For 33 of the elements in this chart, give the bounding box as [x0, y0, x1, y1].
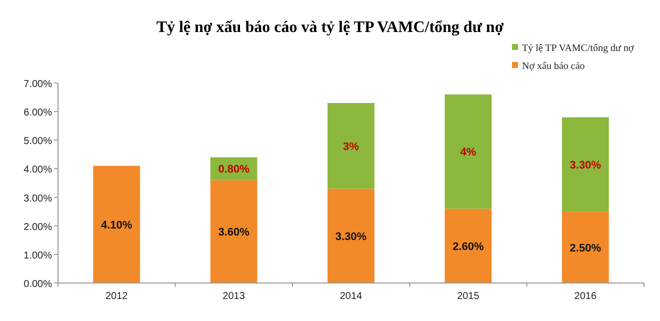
x-tick-label: 2012 — [105, 291, 128, 302]
y-tick-label: 0.00% — [24, 279, 52, 290]
bar — [562, 212, 609, 283]
data-label: 2.50% — [570, 242, 602, 254]
legend-label: Tỷ lệ TP VAMC/tổng dư nợ — [522, 43, 634, 54]
bar — [210, 180, 258, 283]
data-label: 0.80% — [218, 164, 250, 176]
y-tick-label: 5.00% — [24, 136, 52, 148]
x-tick-label: 2016 — [574, 291, 597, 302]
data-label: 4% — [460, 146, 476, 159]
y-tick-label: 7.00% — [24, 79, 52, 90]
x-tick-label: 2015 — [457, 291, 480, 302]
bar — [444, 208, 492, 283]
y-tick-label: 4.00% — [24, 164, 52, 176]
bar — [562, 117, 609, 212]
x-tick-label: 2013 — [222, 291, 246, 302]
data-label: 3.30% — [335, 230, 367, 243]
bar — [328, 103, 374, 189]
y-tick-label: 6.00% — [24, 108, 52, 119]
y-tick-label: 1.00% — [24, 250, 52, 262]
data-label: 4.10% — [101, 219, 132, 232]
chart-title: Tỷ lệ nợ xấu báo cáo và tỷ lệ TP VAMC/tổng dư nợ — [156, 19, 504, 36]
y-tick-label: 3.00% — [24, 193, 52, 204]
bar — [444, 94, 492, 209]
x-tick-label: 2014 — [340, 291, 363, 302]
data-label: 3.60% — [218, 226, 250, 239]
data-label: 2.60% — [452, 240, 484, 253]
y-tick-label: 2.00% — [24, 222, 52, 233]
bar — [328, 188, 374, 283]
bar — [93, 166, 140, 283]
data-label: 3.30% — [570, 159, 602, 172]
legend-label: Nợ xấu báo cáo — [522, 61, 585, 72]
data-label: 3% — [343, 140, 360, 153]
